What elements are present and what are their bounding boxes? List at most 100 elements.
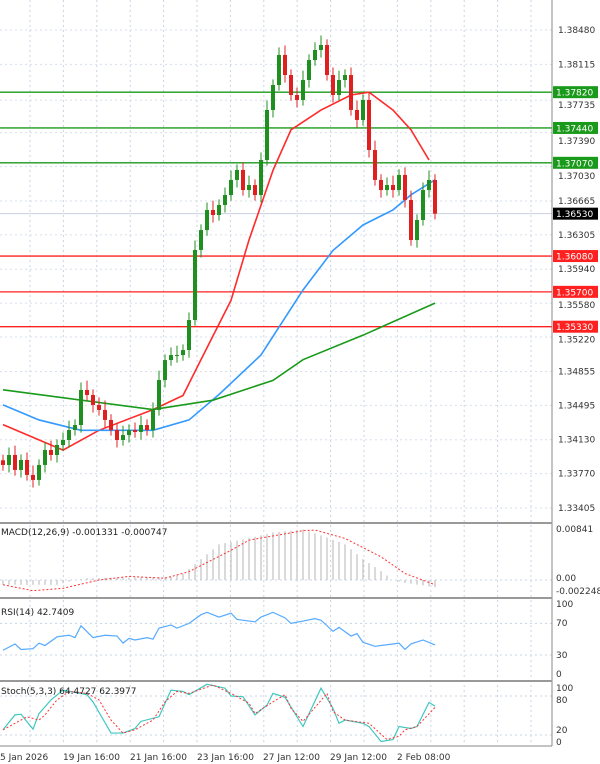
candle-body (289, 75, 293, 95)
price-tick-label: 1.38115 (558, 60, 595, 70)
price-tick-label: 1.33405 (558, 504, 595, 514)
candle-body (103, 409, 107, 420)
candle-body (415, 219, 419, 241)
candle-body (193, 249, 197, 321)
candle-body (223, 195, 227, 206)
rsi-line (2, 611, 436, 651)
candle-body (355, 109, 359, 120)
candle-body (283, 54, 287, 76)
candle-body (67, 430, 71, 441)
current-price-tag (553, 207, 598, 220)
level-price-label: 1.37440 (556, 124, 593, 134)
rsi-tick-label: 70 (556, 619, 568, 629)
price-tick-label: 1.34130 (558, 436, 595, 446)
candle-body (49, 449, 53, 455)
candle-body (25, 459, 29, 475)
panel-separator (0, 522, 552, 524)
level-price-tag (553, 156, 598, 169)
candle-body (151, 409, 155, 431)
candle-body (235, 169, 239, 180)
candle-body (277, 54, 281, 86)
candle-body (187, 320, 191, 351)
candle-body (37, 464, 41, 480)
time-tick-label: 23 Jan 16:00 (197, 753, 254, 763)
level-price-label: 1.35330 (556, 323, 593, 333)
stoch-tick-label: 100 (556, 684, 573, 694)
candle-body (91, 394, 95, 405)
stochastic-panel[interactable] (2, 683, 436, 743)
candle-body (145, 425, 149, 431)
candle-body (247, 185, 251, 191)
candle-body (73, 425, 77, 431)
time-tick-label: 2 Feb 08:00 (397, 753, 451, 763)
candle-body (211, 209, 215, 215)
candle-body (307, 60, 311, 81)
candle-body (331, 75, 335, 95)
candle-body (319, 44, 323, 50)
price-tick-label: 1.37030 (558, 172, 595, 182)
time-tick-label: 29 Jan 12:00 (330, 753, 387, 763)
candle-body (367, 99, 371, 150)
price-tick-label: 1.35940 (558, 265, 595, 275)
rsi-tick-label: 0 (556, 670, 562, 680)
candle-body (163, 360, 167, 381)
candle-body (427, 179, 431, 191)
candle-body (55, 445, 59, 455)
candle-body (379, 179, 383, 191)
price-tick-label: 1.35220 (558, 336, 595, 346)
price-tick-label: 1.34855 (558, 367, 595, 377)
candle-body (295, 94, 299, 100)
rsi-panel[interactable] (2, 611, 436, 651)
candle-body (217, 205, 221, 215)
time-tick-label: 5 Jan 2026 (0, 753, 48, 763)
candle-body (139, 425, 143, 433)
candle-body (271, 85, 275, 110)
price-panel[interactable] (0, 35, 552, 488)
candle-body (1, 460, 5, 465)
price-tick-label: 1.36305 (558, 231, 595, 241)
candle-body (337, 80, 341, 95)
candle-body (181, 350, 185, 356)
stoch-signal-line (2, 684, 436, 741)
stoch-tick-label: 20 (556, 726, 568, 736)
candle-body (301, 80, 305, 100)
stoch-main-line (2, 683, 436, 743)
candle-body (421, 190, 425, 220)
level-price-tag (553, 250, 598, 263)
macd-tick-label: 0.00 (556, 574, 576, 584)
candle-body (61, 440, 65, 446)
level-price-label: 1.35700 (556, 288, 593, 298)
time-tick-label: 19 Jan 16:00 (63, 753, 120, 763)
stoch-tick-label: 0 (556, 738, 562, 748)
candle-body (79, 389, 83, 426)
current-price-label: 1.36530 (556, 210, 593, 220)
candle-body (391, 185, 395, 191)
candle-body (403, 174, 407, 201)
time-tick-label: 21 Jan 16:00 (130, 753, 187, 763)
candle-body (109, 419, 113, 431)
candle-body (85, 389, 89, 395)
rsi-tick-label: 100 (556, 600, 573, 610)
candle-body (253, 185, 257, 196)
level-price-label: 1.37070 (556, 159, 593, 169)
candle-body (121, 435, 125, 441)
price-tick-label: 1.34495 (558, 401, 595, 411)
candle-body (397, 174, 401, 191)
price-tick-label: 1.35580 (558, 301, 595, 311)
candle-body (325, 44, 329, 76)
level-price-label: 1.37820 (556, 89, 593, 99)
candle-body (169, 355, 173, 361)
candle-body (433, 179, 437, 214)
panel-separator (0, 597, 552, 599)
candle-body (127, 430, 131, 436)
candle-body (97, 404, 101, 410)
candle-body (19, 459, 23, 470)
macd-label: MACD(12,26,9) -0.001331 -0.000747 (1, 528, 167, 538)
stoch-tick-label: 80 (556, 696, 568, 706)
price-tick-label: 1.37735 (558, 101, 595, 111)
candle-body (205, 209, 209, 231)
macd-panel[interactable] (2, 529, 436, 592)
time-tick-label: 27 Jan 12:00 (263, 753, 320, 763)
